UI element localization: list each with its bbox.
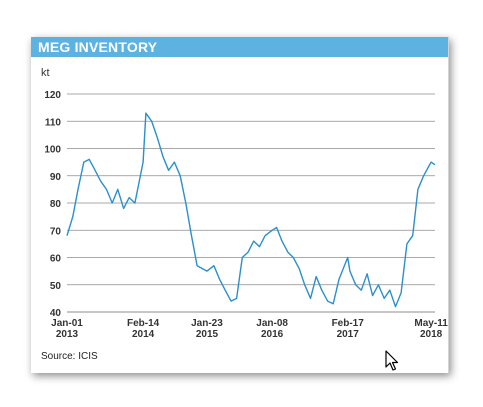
x-tick-year: 2018 bbox=[420, 329, 443, 340]
x-tick-year: 2014 bbox=[132, 329, 155, 340]
panel-header: MEG INVENTORY bbox=[31, 37, 448, 57]
x-tick-year: 2017 bbox=[337, 329, 360, 340]
y-tick-label: 100 bbox=[44, 145, 61, 156]
y-tick-label: 80 bbox=[50, 199, 62, 210]
y-tick-label: 40 bbox=[50, 308, 62, 319]
line-chart: 405060708090100110120Jan-012013Feb-14201… bbox=[44, 90, 448, 340]
y-tick-label: 110 bbox=[45, 117, 62, 128]
mouse-pointer-icon bbox=[385, 350, 399, 371]
y-axis-unit-label: kt bbox=[41, 67, 50, 79]
x-tick-year: 2015 bbox=[196, 329, 219, 340]
y-tick-label: 120 bbox=[44, 90, 61, 101]
x-tick-label: Feb-17 bbox=[332, 318, 365, 329]
x-tick-label: Feb-14 bbox=[127, 318, 160, 329]
y-tick-label: 60 bbox=[50, 254, 62, 265]
x-tick-year: 2016 bbox=[261, 329, 284, 340]
x-tick-label: Jan-08 bbox=[256, 318, 288, 329]
series-line bbox=[66, 112, 436, 308]
chart-panel: MEG INVENTORY kt 40 50 60 70 80 90 100 110 120 Ja… bbox=[31, 37, 449, 373]
chart-title: MEG INVENTORY bbox=[38, 39, 158, 55]
y-tick-label: 90 bbox=[50, 172, 62, 183]
x-tick-label: Jan-01 bbox=[51, 318, 83, 329]
source-note: Source: ICIS bbox=[41, 351, 98, 362]
x-tick-label: May-11 bbox=[414, 318, 448, 329]
x-tick-year: 2013 bbox=[56, 329, 79, 340]
x-tick-label: Jan-23 bbox=[191, 318, 223, 329]
y-tick-label: 50 bbox=[50, 281, 62, 292]
y-tick-label: 70 bbox=[50, 226, 62, 237]
